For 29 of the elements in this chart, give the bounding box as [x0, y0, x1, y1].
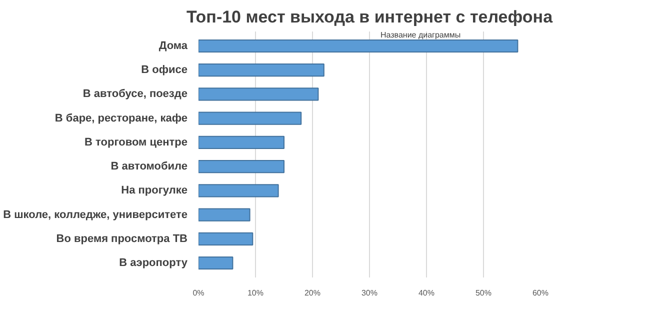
- x-tick-label: 10%: [247, 288, 264, 298]
- x-tick-label: 40%: [418, 288, 435, 298]
- bar: [198, 88, 319, 101]
- bar: [198, 208, 250, 222]
- bar: [198, 64, 324, 77]
- bar: [198, 232, 254, 246]
- x-tick-label: 0%: [192, 288, 204, 298]
- y-tick-label: В офисе: [141, 64, 188, 76]
- bar: [198, 256, 234, 270]
- x-tick-label: 50%: [475, 288, 492, 298]
- y-tick-label: В торговом центре: [84, 136, 188, 148]
- bar: [198, 136, 284, 149]
- y-tick-label: В автобусе, поезде: [82, 88, 188, 100]
- y-tick-label: В баре, ресторане, кафе: [54, 112, 188, 124]
- y-tick-label: В аэропорту: [119, 257, 188, 270]
- chart-title: Топ-10 мест выхода в интернет с телефона: [186, 8, 554, 26]
- y-tick-label: В автомобиле: [110, 160, 188, 173]
- y-tick-label: Во время просмотра ТВ: [56, 232, 188, 245]
- x-tick-label: 60%: [532, 288, 549, 298]
- y-tick-label: Дома: [158, 40, 188, 52]
- bar: [198, 39, 518, 52]
- y-tick-label: В школе, колледже, университете: [3, 208, 188, 221]
- bar: [198, 112, 302, 125]
- x-tick-label: 30%: [361, 288, 378, 298]
- bar: [198, 160, 284, 174]
- bar: [198, 184, 279, 198]
- x-tick-label: 20%: [304, 288, 321, 298]
- annotation: Название диаграммы: [380, 30, 461, 40]
- y-tick-label: На прогулке: [121, 184, 188, 197]
